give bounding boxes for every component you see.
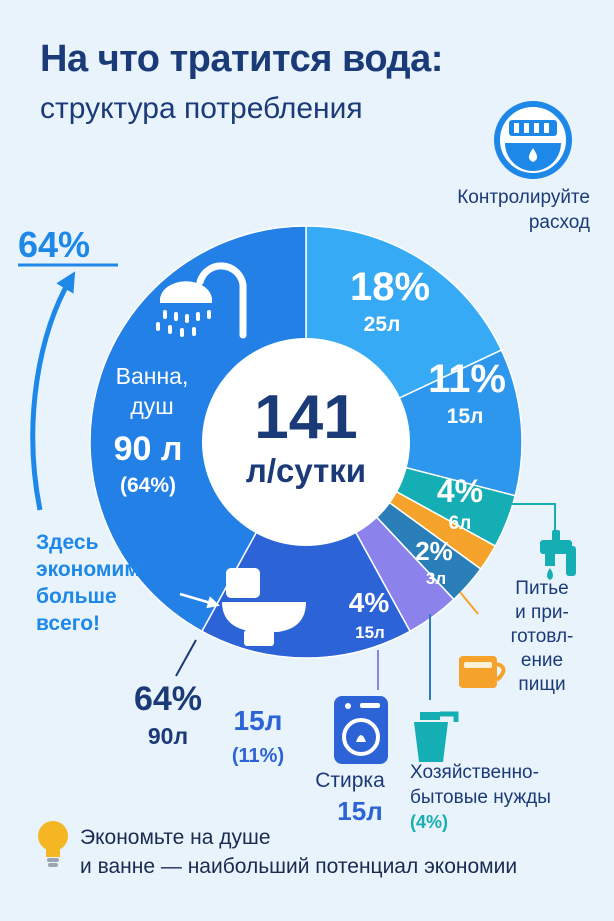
bucket-icon (414, 711, 459, 762)
slice-3-vol: 6л (449, 513, 472, 534)
footer-note: Экономьте на душе и ванне — наибольший п… (80, 824, 517, 882)
cooking-leader (459, 591, 479, 615)
save-line-3: больше (36, 585, 117, 608)
bottom-percent: 64% (134, 680, 202, 718)
slice-2-pct: 11% (428, 357, 506, 401)
page-title: На что тратится вода: (40, 38, 443, 80)
center-unit: л/сутки (246, 452, 366, 489)
toilet-leader (175, 639, 197, 677)
slice-1-pct: 18% (350, 265, 430, 309)
footer-line2: и ванне — наибольший потенциал экономии (80, 854, 518, 878)
laundry-label: Стирка (315, 769, 385, 792)
meter-caption: Контролируйте расход (420, 186, 590, 235)
bath-label-line2: душ (130, 393, 173, 419)
laundry-volume: 15л (337, 796, 382, 826)
meter-caption-line2: расход (528, 211, 590, 233)
drink-leader (512, 503, 556, 530)
slice-3-pct: 4% (437, 473, 483, 509)
save-line-4: всего! (36, 612, 100, 635)
donut-hole (202, 338, 410, 546)
drink-line-5: пищи (518, 674, 565, 695)
page-subtitle: структура потребления (40, 92, 363, 125)
slice-2-vol: 15л (447, 405, 484, 428)
drink-line-4: ение (521, 650, 563, 671)
household-percent: (4%) (410, 812, 448, 832)
savings-arrow (30, 271, 76, 511)
water-meter-icon (494, 101, 572, 179)
household-line-2: бытовые нужды (410, 787, 551, 808)
slice-6-pct: 4% (349, 587, 390, 618)
slice-6-vol: 15л (355, 623, 385, 642)
share-top-label: 64% (18, 224, 90, 265)
meter-caption-line1: Контролируйте (457, 187, 590, 208)
drink-line-2: и при- (515, 602, 569, 623)
save-line-2: экономим (36, 558, 140, 581)
washing-machine-icon (334, 696, 388, 764)
drink-line-3: готовл- (511, 626, 574, 647)
toilet-percent: (11%) (232, 745, 284, 767)
donut-slice-2 (303, 349, 523, 497)
lightbulb-icon (38, 821, 68, 867)
center-total: 141 (254, 383, 357, 452)
faucet-icon (540, 530, 576, 580)
bottom-volume: 90л (148, 723, 188, 749)
footer-line1: Экономьте на душе (80, 826, 271, 849)
bath-label-line1: Ванна, (116, 363, 189, 389)
bath-volume: 90 л (114, 430, 183, 468)
slice-4-vol: 3л (426, 569, 446, 588)
slice-1-vol: 25л (364, 313, 401, 336)
toilet-icon (222, 568, 306, 646)
household-line-1: Хозяйственно- (410, 762, 539, 783)
save-line-1: Здесь (36, 531, 99, 554)
toilet-volume: 15л (234, 705, 283, 736)
cup-icon (459, 656, 506, 688)
shower-icon (156, 262, 247, 339)
save-pointer (179, 592, 220, 609)
bath-percent: (64%) (120, 474, 176, 497)
slice-4-pct: 2% (415, 536, 453, 566)
drink-line-1: Питье (515, 578, 568, 599)
